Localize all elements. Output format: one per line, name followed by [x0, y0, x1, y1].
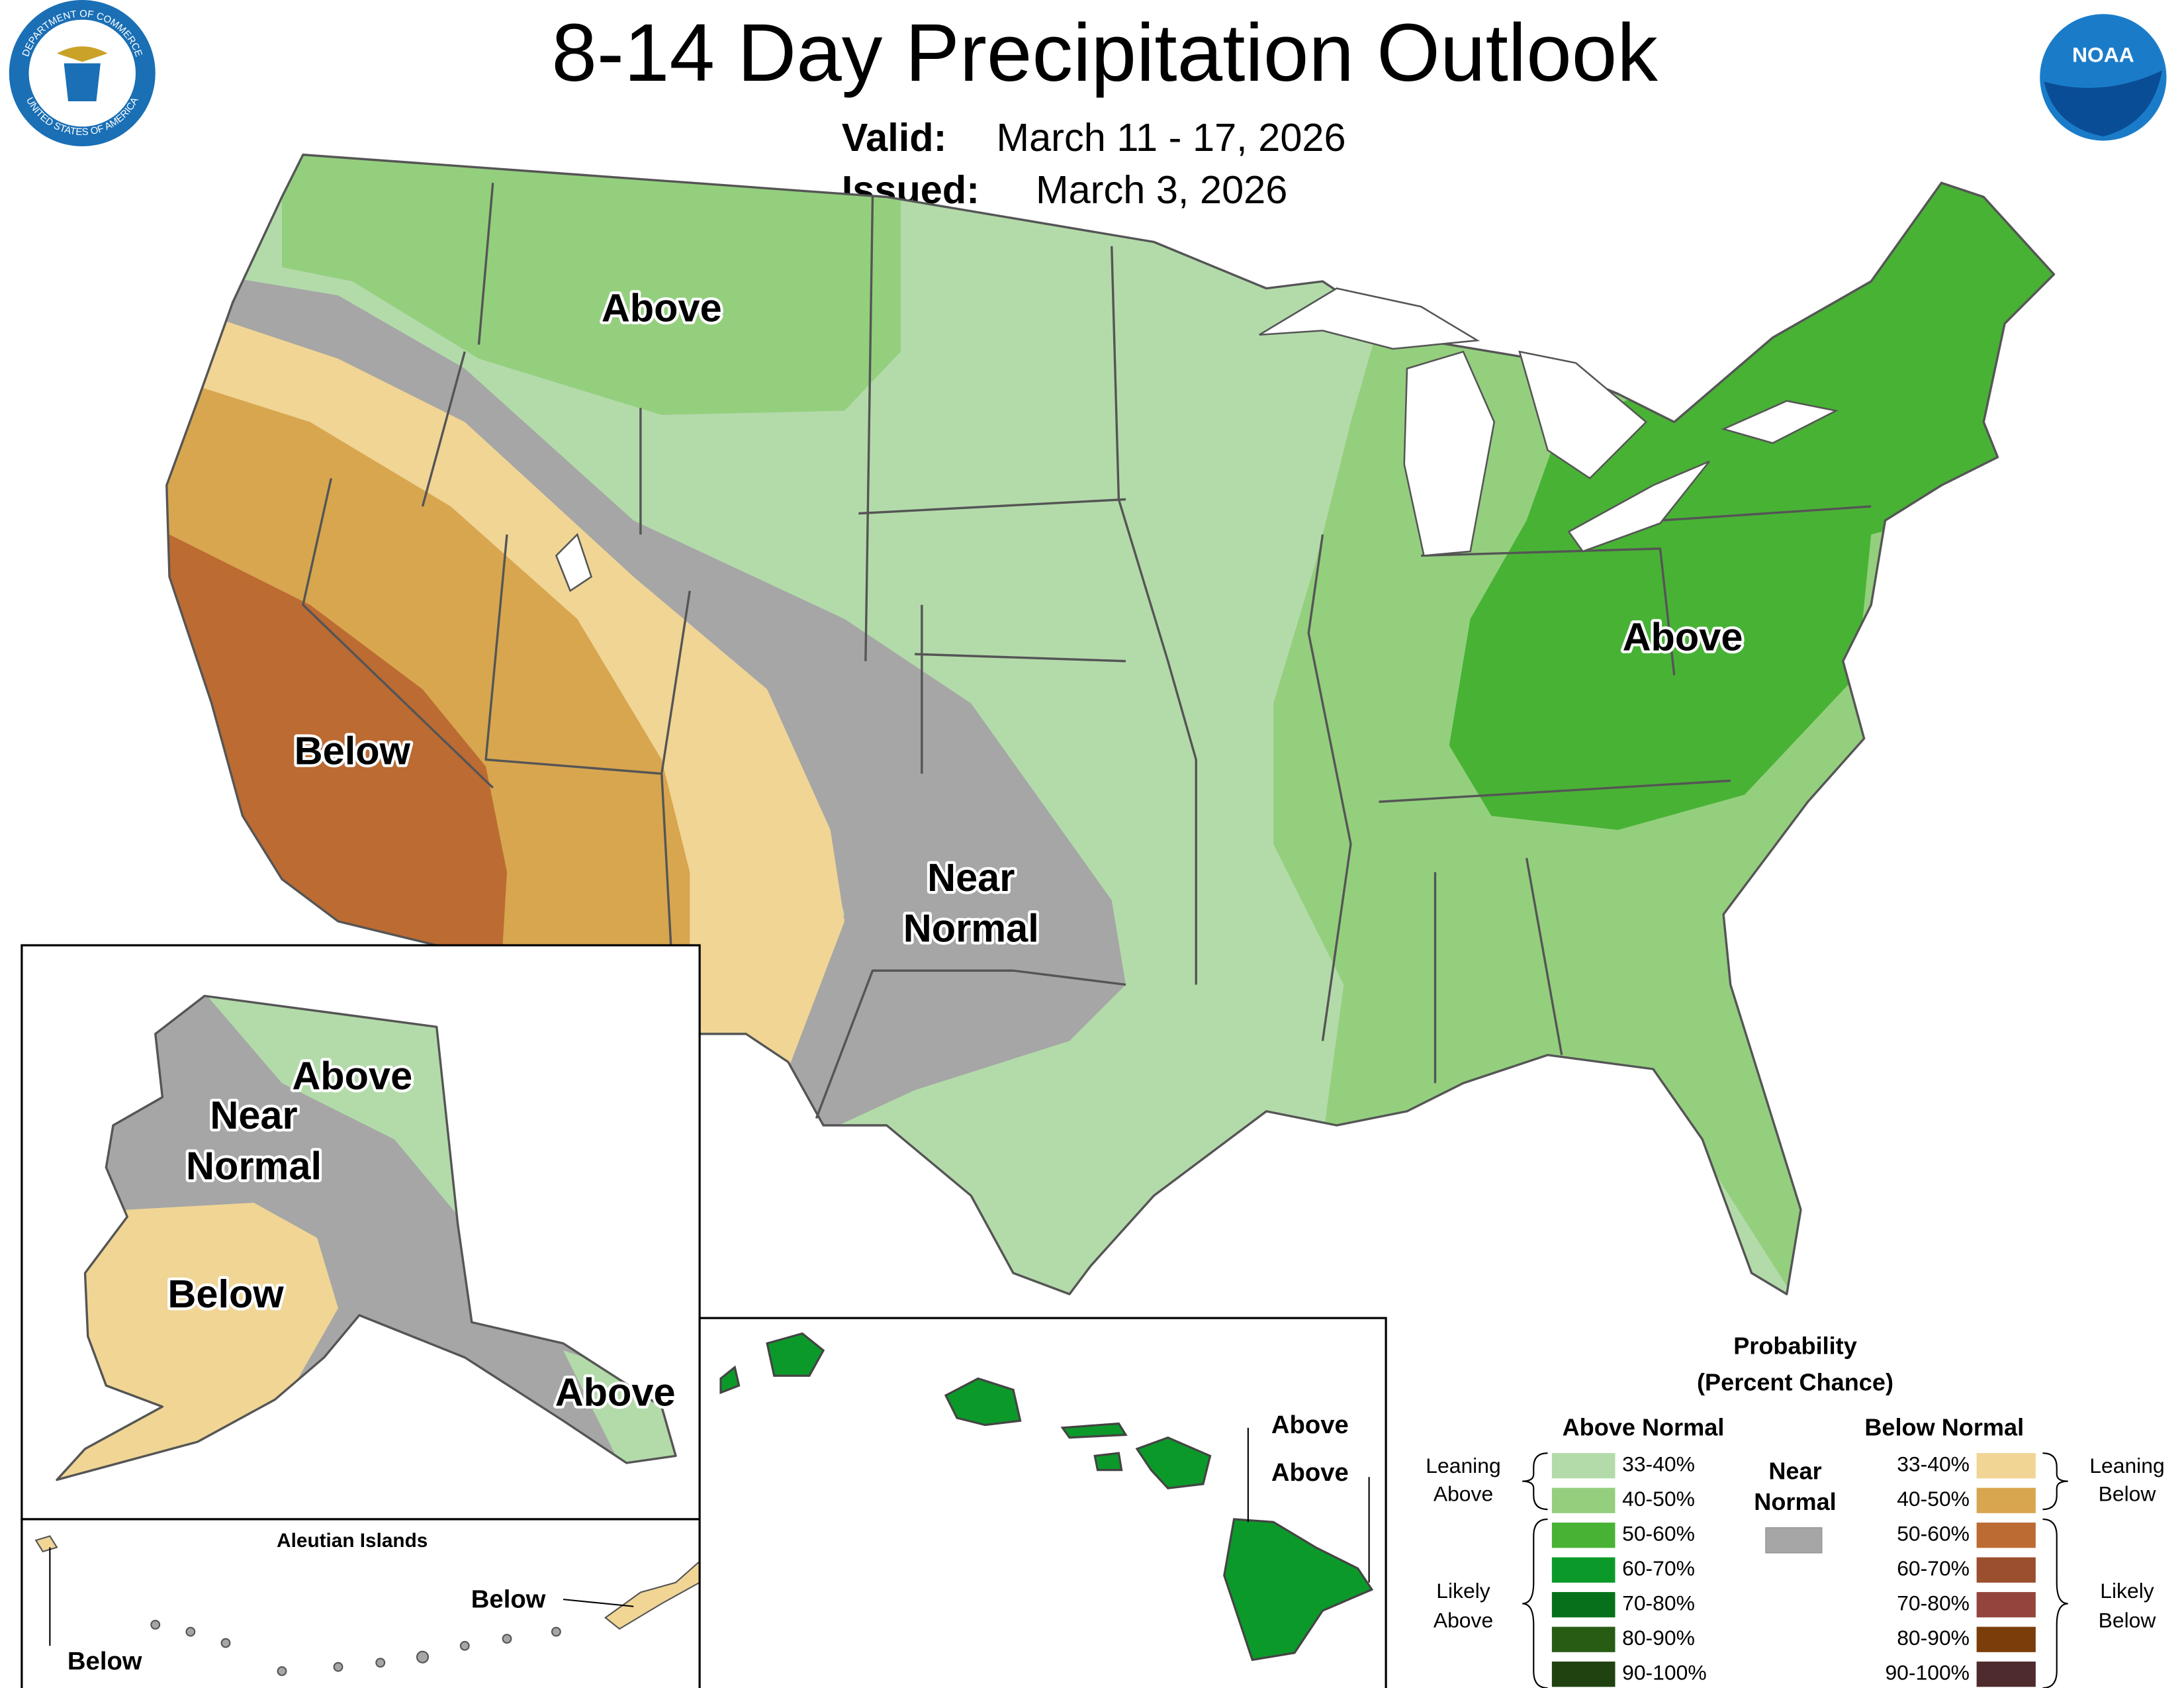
legend-title: (Percent Chance) — [1697, 1369, 1893, 1396]
legend-swatch — [1976, 1662, 2036, 1687]
legend-heading: Above Normal — [1563, 1414, 1725, 1441]
legend-range: 80-90% — [1622, 1626, 1695, 1650]
bracket-label: Likely — [2100, 1579, 2154, 1603]
legend-range: 40-50% — [1622, 1487, 1695, 1511]
issued-date: March 3, 2026 — [1036, 167, 1287, 212]
commerce-seal: DEPARTMENT OF COMMERCE UNITED STATES OF … — [9, 0, 156, 146]
map-label: Below — [471, 1585, 546, 1613]
map-label: Above — [292, 1054, 412, 1098]
legend-range: 90-100% — [1885, 1661, 1970, 1685]
legend-swatch — [1976, 1453, 2036, 1479]
aleutian-islands — [150, 1619, 561, 1676]
bracket-label: Above — [1433, 1481, 1493, 1505]
map-label: Above — [1271, 1411, 1349, 1439]
legend-swatch — [1551, 1557, 1615, 1583]
map-label: Normal — [903, 906, 1039, 950]
legend-swatch — [1551, 1487, 1615, 1513]
map-label: Above — [1271, 1458, 1349, 1487]
valid-label: Valid: — [842, 115, 947, 160]
legend-swatch — [1551, 1662, 1615, 1687]
legend-swatch — [1551, 1626, 1615, 1652]
legend-swatch — [1976, 1523, 2036, 1548]
legend-range: 33-40% — [1622, 1452, 1695, 1476]
legend-heading: Normal — [1754, 1488, 1836, 1515]
bracket-label: Above — [1433, 1609, 1493, 1632]
legend-swatch — [1976, 1626, 2036, 1652]
legend-range: 40-50% — [1897, 1487, 1970, 1511]
map-label: Above — [555, 1370, 676, 1415]
valid-dates: March 11 - 17, 2026 — [997, 115, 1346, 160]
legend-range: 70-80% — [1897, 1591, 1970, 1615]
map-label: Below — [295, 729, 411, 773]
legend-range: 70-80% — [1622, 1591, 1695, 1615]
legend-swatch — [1551, 1592, 1615, 1618]
legend-swatch — [1976, 1592, 2036, 1618]
noaa-text: NOAA — [2072, 42, 2134, 66]
legend: Probability (Percent Chance) Above Norma… — [1426, 1332, 2165, 1688]
hawaii-islands — [719, 1332, 1374, 1662]
inset-title: Aleutian Islands — [277, 1530, 428, 1552]
legend-range: 33-40% — [1897, 1452, 1970, 1476]
bracket-label: Leaning — [2089, 1454, 2164, 1477]
legend-swatch — [1976, 1557, 2036, 1583]
legend-range: 50-60% — [1622, 1522, 1695, 1546]
near-normal-swatch — [1765, 1527, 1823, 1554]
map-label: Near — [210, 1093, 297, 1137]
legend-heading: Below Normal — [1864, 1414, 2024, 1441]
legend-title: Probability — [1733, 1332, 1857, 1359]
legend-swatch — [1976, 1487, 2036, 1513]
noaa-logo: NOAA — [2040, 14, 2167, 141]
legend-range: 80-90% — [1897, 1626, 1970, 1650]
legend-swatch — [1551, 1523, 1615, 1548]
legend-heading: Near — [1768, 1457, 1821, 1484]
map-label: Below — [167, 1272, 284, 1316]
map-label: Below — [68, 1647, 142, 1675]
bracket-label: Below — [2099, 1609, 2157, 1632]
aleutian-inset — [21, 1518, 701, 1688]
legend-range: 90-100% — [1622, 1661, 1707, 1685]
map-label: Above — [602, 285, 722, 330]
legend-range: 50-60% — [1897, 1522, 1970, 1546]
bracket-label: Leaning — [1426, 1454, 1500, 1477]
bracket-label: Below — [2099, 1481, 2157, 1505]
legend-swatch — [1551, 1453, 1615, 1479]
map-label: Above — [1623, 615, 1743, 659]
state-lines — [302, 183, 1872, 1119]
map-label: Near — [927, 855, 1015, 900]
bracket-label: Likely — [1436, 1579, 1490, 1603]
map-label: Normal — [186, 1144, 322, 1188]
legend-range: 60-70% — [1897, 1556, 1970, 1580]
legend-range: 60-70% — [1622, 1556, 1695, 1580]
title: 8-14 Day Precipitation Outlook — [551, 7, 1658, 99]
